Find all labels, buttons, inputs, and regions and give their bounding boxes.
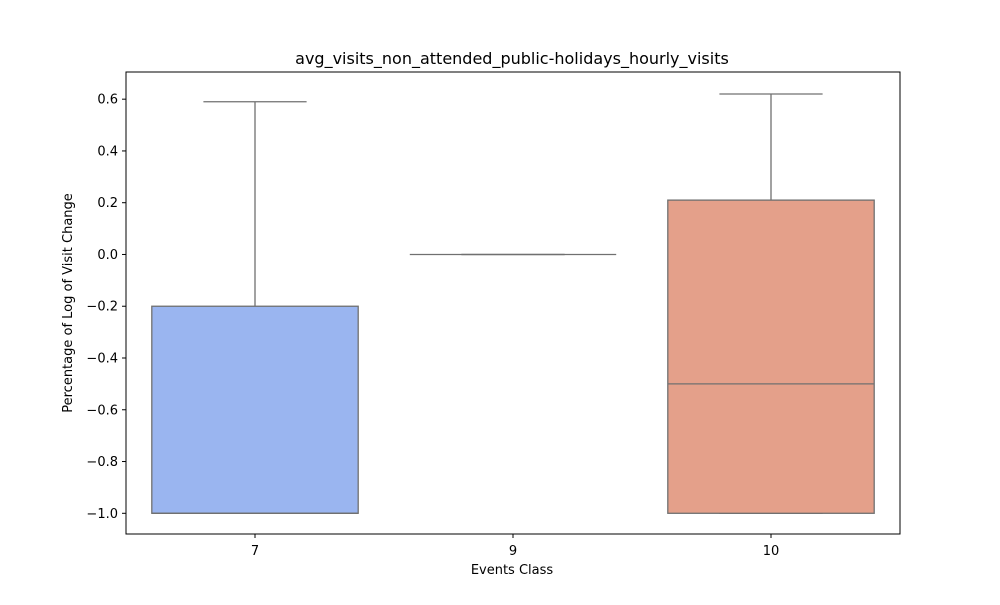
y-axis: −1.0 −0.8 −0.6 −0.4 −0.2 0.0 0.2 0.4 0.6 (86, 93, 126, 522)
plot-area (151, 93, 875, 514)
box-group-10 (667, 93, 875, 514)
y-tick-label: −0.4 (86, 352, 118, 367)
x-tick-label: 7 (251, 544, 259, 559)
y-tick-label: −1.0 (86, 507, 118, 522)
y-tick-label: 0.2 (97, 196, 118, 211)
x-axis: 7 9 10 (251, 534, 779, 559)
y-tick-label: 0.6 (97, 93, 118, 108)
y-axis-label: Percentage of Log of Visit Change (61, 193, 76, 413)
y-tick-label: −0.6 (86, 403, 118, 418)
x-axis-label: Events Class (471, 563, 554, 578)
x-tick-label: 9 (509, 544, 517, 559)
y-tick-label: −0.8 (86, 455, 118, 470)
chart-title: avg_visits_non_attended_public-holidays_… (295, 49, 729, 69)
iqr-box (151, 305, 359, 514)
y-tick-label: −0.2 (86, 300, 118, 315)
y-tick-label: 0.0 (97, 248, 118, 263)
y-tick-label: 0.4 (97, 144, 118, 159)
box-group-7 (151, 101, 359, 514)
x-tick-label: 10 (763, 544, 780, 559)
iqr-box (667, 199, 875, 514)
